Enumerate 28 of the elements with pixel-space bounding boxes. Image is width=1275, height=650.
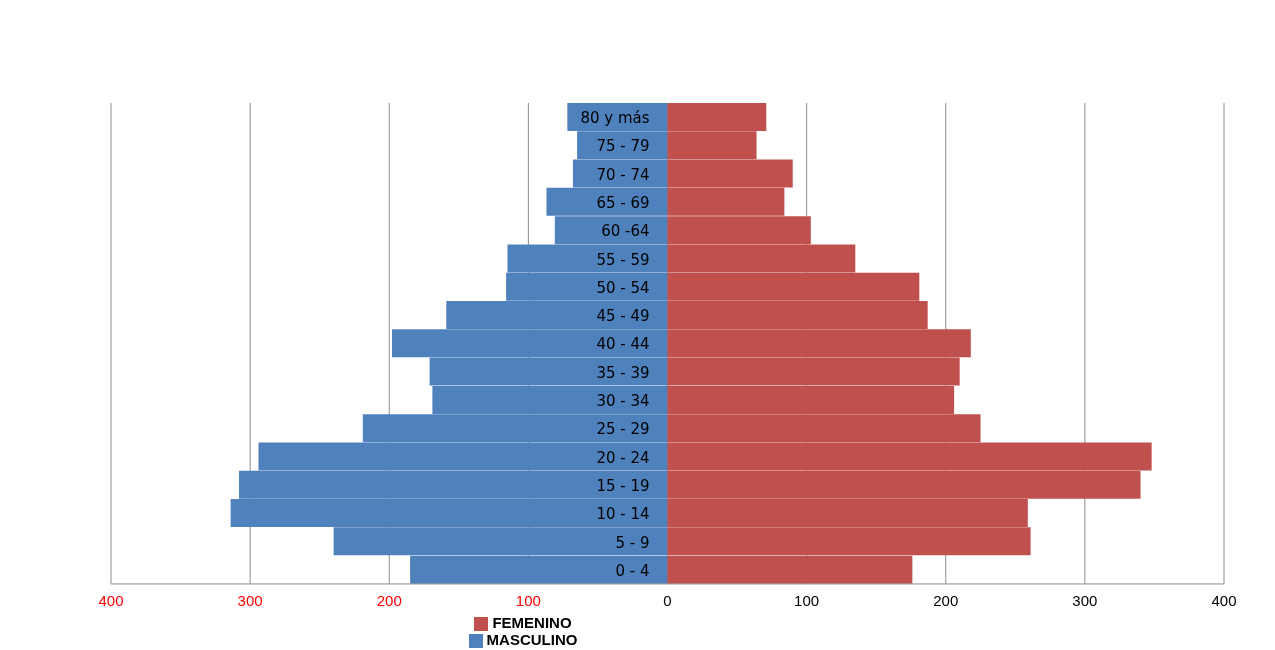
y-tick-label: 80 y más xyxy=(580,109,650,128)
x-tick-label: 200 xyxy=(933,591,959,609)
x-tick-label: 300 xyxy=(237,591,263,609)
y-tick-label: 55 - 59 xyxy=(596,250,650,269)
y-tick-label: 0 - 4 xyxy=(615,561,650,580)
y-tick-label: 40 - 44 xyxy=(596,335,650,354)
legend-label: MASCULINO xyxy=(486,630,578,648)
y-tick-label: 15 - 19 xyxy=(596,476,650,495)
y-tick-label: 35 - 39 xyxy=(596,363,650,382)
y-tick-label: 25 - 29 xyxy=(596,420,650,439)
y-tick-label: 20 - 24 xyxy=(596,448,650,467)
y-tick-label: 10 - 14 xyxy=(596,505,650,524)
y-tick-label: 5 - 9 xyxy=(615,533,650,552)
x-tick-label: 100 xyxy=(794,591,820,609)
x-tick-label: 400 xyxy=(98,591,124,609)
y-tick-label: 45 - 49 xyxy=(596,307,650,326)
x-tick-label: 400 xyxy=(1211,591,1237,609)
y-tick-label: 30 - 34 xyxy=(596,392,650,411)
x-tick-label: 300 xyxy=(1072,591,1098,609)
x-tick-label: 200 xyxy=(376,591,402,609)
x-tick-label: 100 xyxy=(515,591,541,609)
y-tick-label: 50 - 54 xyxy=(596,278,650,297)
y-tick-label: 70 - 74 xyxy=(596,165,650,184)
y-tick-label: 65 - 69 xyxy=(596,194,650,213)
y-tick-label: 60 -64 xyxy=(601,222,650,241)
legend-label: FEMENINO xyxy=(492,613,572,631)
x-tick-label: 0 xyxy=(663,591,672,609)
y-tick-label: 75 - 79 xyxy=(596,137,650,156)
